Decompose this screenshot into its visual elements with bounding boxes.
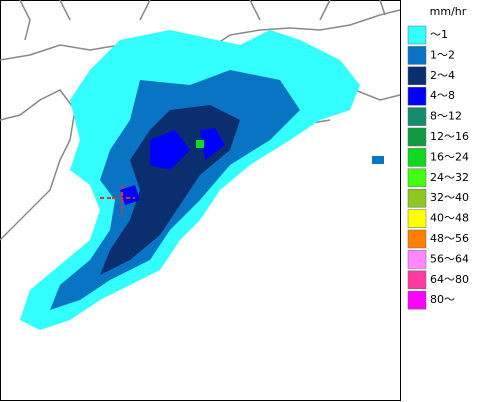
legend: ～1 1～2 2～4 4～8 8～12 12～16 16～24 24～32 32～40 40～48… (407, 25, 469, 310)
legend-swatch (407, 107, 427, 126)
map (0, 0, 401, 401)
legend-swatch (407, 250, 427, 269)
legend-label: 40～48 (430, 212, 469, 225)
legend-swatch (407, 290, 427, 310)
legend-label: 16～24 (430, 150, 469, 163)
legend-swatch (407, 25, 427, 45)
legend-label: 8～12 (430, 110, 462, 123)
location-marker (100, 185, 135, 215)
legend-swatch (407, 66, 427, 86)
legend-swatch (407, 188, 427, 208)
legend-label: 48～56 (430, 232, 469, 245)
legend-swatch (407, 86, 427, 106)
rain-area (20, 30, 384, 330)
legend-unit: mm/hr (430, 5, 467, 18)
legend-swatch (407, 270, 427, 290)
legend-label: 1～2 (430, 48, 455, 61)
legend-label: 64～80 (430, 273, 469, 286)
legend-label: ～1 (430, 28, 448, 41)
legend-swatch (407, 209, 427, 228)
legend-swatch (407, 148, 427, 167)
legend-label: 24～32 (430, 171, 469, 184)
legend-swatch (407, 168, 427, 188)
legend-label: 2～4 (430, 69, 455, 82)
legend-label: 80～ (430, 293, 455, 306)
legend-swatch (407, 46, 427, 65)
legend-swatch (407, 229, 427, 249)
legend-label: 12～16 (430, 130, 469, 143)
legend-label: 56～64 (430, 252, 469, 265)
legend-label: 32～40 (430, 191, 469, 204)
legend-label: 4～8 (430, 89, 455, 102)
legend-swatch (407, 127, 427, 147)
